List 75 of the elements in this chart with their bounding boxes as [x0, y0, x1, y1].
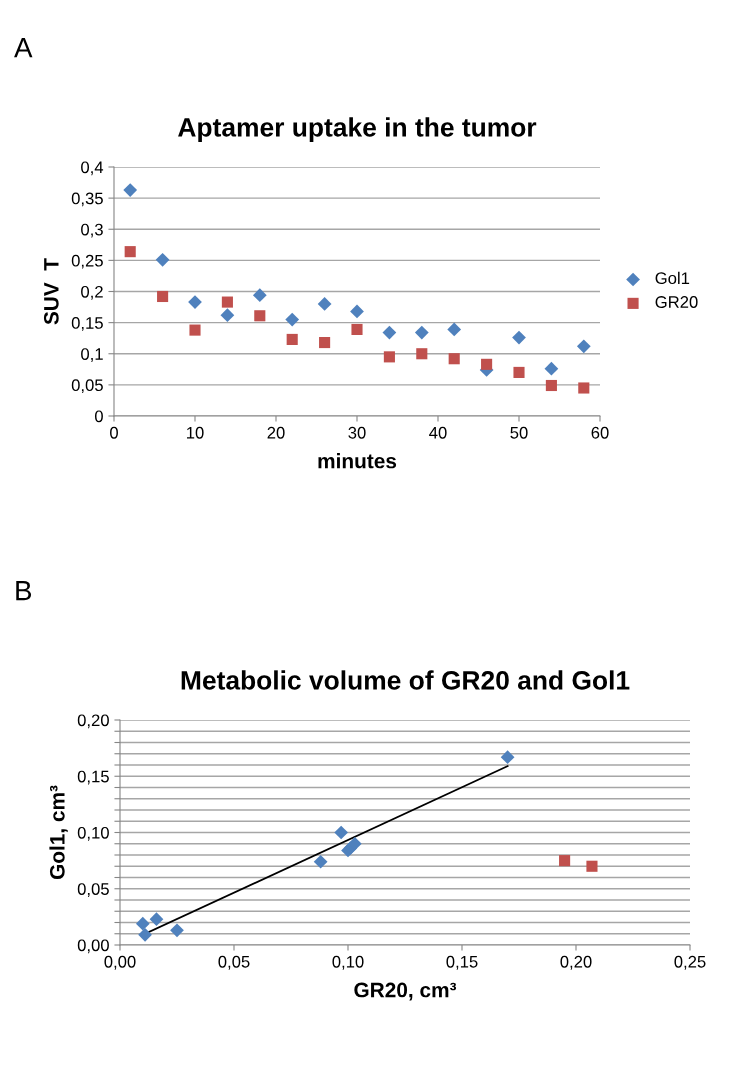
x-tick-label: 10 [187, 426, 204, 439]
y-tick-label: 0,15 [71, 317, 103, 331]
point [313, 854, 328, 869]
point [545, 379, 557, 392]
x-tick-label: 0,05 [218, 955, 250, 970]
x-tick-label: 60 [591, 426, 609, 439]
y-tick-label: 0,1 [81, 348, 103, 362]
y-tick-label: 0 [94, 410, 103, 423]
point [123, 183, 138, 197]
point [221, 296, 233, 308]
y-axis-title: Gol1, cm³ [49, 785, 68, 880]
point [578, 382, 590, 394]
point [544, 361, 559, 376]
x-axis-title: minutes [318, 453, 397, 469]
y-tick-label: 0,2 [81, 285, 103, 300]
y-tick-label: 0,25 [71, 254, 103, 269]
y-tick-label: 0,05 [71, 379, 103, 394]
point [382, 325, 397, 340]
point [135, 916, 150, 931]
x-tick-label: 0,10 [332, 955, 364, 970]
y-tick-label: 0,35 [71, 192, 103, 207]
text: A [14, 38, 33, 58]
text: B [16, 581, 32, 601]
chart-title: Metabolic volume of GR20 and Gol1 [181, 670, 630, 690]
point [285, 312, 300, 327]
point [286, 333, 298, 345]
point [220, 308, 235, 323]
point [447, 322, 462, 337]
y-tick-label: 0,3 [81, 223, 103, 238]
point [586, 860, 598, 872]
point [157, 290, 169, 303]
y-tick-label: 0,10 [77, 826, 109, 841]
legend-label: Gol1 [655, 271, 690, 285]
point [124, 246, 136, 258]
point [448, 353, 460, 365]
point [576, 339, 591, 354]
point [559, 855, 571, 867]
point [170, 923, 184, 938]
y-tick-label: 0,00 [77, 939, 109, 954]
x-tick-label: 50 [510, 426, 528, 439]
y-tick-label: 0,20 [77, 714, 109, 729]
y-tick-label: 0,4 [81, 161, 104, 176]
y-axis-title: SUV T [43, 258, 59, 325]
x-tick-label: 0,00 [104, 955, 136, 970]
point [350, 304, 364, 319]
point [317, 297, 332, 311]
x-tick-label: 40 [429, 426, 447, 439]
x-tick-label: 30 [348, 426, 366, 439]
legend-label: GR20 [655, 296, 698, 308]
x-tick-label: 0,15 [446, 955, 478, 970]
point [481, 358, 493, 370]
point [383, 351, 395, 363]
y-tick-label: 0,15 [77, 770, 109, 785]
point [319, 336, 331, 349]
point [513, 366, 525, 378]
point [189, 324, 201, 336]
point [254, 310, 266, 322]
point [149, 912, 164, 926]
x-tick-label: 0,20 [560, 955, 592, 970]
point [252, 288, 267, 303]
point [351, 323, 363, 336]
y-tick-label: 0,05 [77, 883, 109, 897]
x-tick-label: 0 [110, 426, 118, 439]
point [512, 330, 526, 345]
x-axis-title: GR20, cm³ [354, 982, 457, 1001]
point [414, 325, 429, 340]
point [155, 252, 170, 267]
x-tick-label: 20 [267, 426, 285, 439]
point [416, 348, 428, 360]
point [334, 825, 349, 840]
point [500, 750, 515, 764]
point [138, 928, 152, 942]
chart-title: Aptamer uptake in the tumor [178, 117, 537, 142]
point [347, 836, 362, 851]
x-tick-label: 0,25 [674, 955, 706, 970]
